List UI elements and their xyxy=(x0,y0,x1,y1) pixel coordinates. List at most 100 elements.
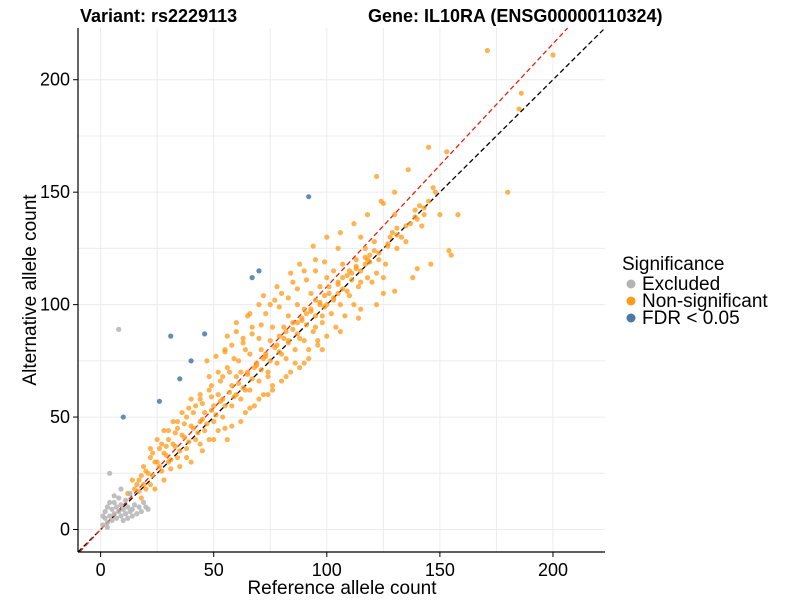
point-non-significant xyxy=(138,472,144,479)
point-non-significant xyxy=(412,207,418,213)
point-non-significant xyxy=(235,358,242,364)
point-non-significant xyxy=(143,486,149,492)
point-non-significant xyxy=(226,389,233,395)
point-non-significant xyxy=(260,293,267,299)
point-non-significant xyxy=(272,297,278,303)
point-non-significant xyxy=(168,466,174,472)
point-non-significant xyxy=(312,313,319,319)
point-non-significant xyxy=(353,257,359,263)
point-non-significant xyxy=(299,317,305,323)
point-non-significant xyxy=(340,261,346,267)
point-non-significant xyxy=(145,470,151,476)
point-non-significant xyxy=(367,259,373,265)
point-non-significant xyxy=(373,270,380,276)
point-non-significant xyxy=(233,329,239,335)
x-tick-label: 150 xyxy=(425,560,455,580)
point-non-significant xyxy=(258,367,264,373)
point-non-significant xyxy=(285,313,291,319)
point-non-significant xyxy=(183,445,190,452)
legend: Significance Excluded Non-significant FD… xyxy=(622,254,768,329)
point-non-significant xyxy=(154,436,160,443)
point-non-significant xyxy=(136,488,142,494)
point-non-significant xyxy=(425,144,432,150)
point-excluded xyxy=(111,511,117,517)
point-non-significant xyxy=(364,212,371,218)
grid-layer xyxy=(78,28,605,552)
point-non-significant xyxy=(183,454,190,461)
point-non-significant xyxy=(376,257,382,263)
point-non-significant xyxy=(310,329,316,335)
point-non-significant xyxy=(432,189,438,195)
point-excluded xyxy=(131,502,138,508)
point-non-significant xyxy=(272,344,278,350)
y-tick-label: 0 xyxy=(60,520,70,540)
point-non-significant xyxy=(317,299,323,305)
point-non-significant xyxy=(163,452,169,458)
point-non-significant xyxy=(249,331,255,337)
point-non-significant xyxy=(394,245,400,251)
y-tick-label: 100 xyxy=(40,295,70,315)
point-non-significant xyxy=(265,391,271,398)
point-fdr-0-05 xyxy=(306,194,312,200)
point-non-significant xyxy=(256,302,262,308)
x-tick-label: 200 xyxy=(538,560,568,580)
point-non-significant xyxy=(206,373,212,380)
point-non-significant xyxy=(163,443,169,449)
point-non-significant xyxy=(242,347,248,353)
point-non-significant xyxy=(281,335,287,341)
point-non-significant xyxy=(245,371,251,377)
point-non-significant xyxy=(326,290,332,296)
point-non-significant xyxy=(335,290,341,296)
point-non-significant xyxy=(315,338,321,344)
point-non-significant xyxy=(215,369,221,375)
point-non-significant xyxy=(177,463,183,470)
point-non-significant xyxy=(222,403,228,409)
point-excluded xyxy=(116,508,122,515)
point-non-significant xyxy=(342,313,348,319)
point-excluded xyxy=(100,522,106,528)
point-non-significant xyxy=(240,340,246,346)
point-non-significant xyxy=(140,481,147,488)
point-non-significant xyxy=(131,486,138,492)
point-excluded xyxy=(122,497,129,503)
point-non-significant xyxy=(333,324,339,330)
y-tick-label: 150 xyxy=(40,182,70,202)
point-non-significant xyxy=(213,353,219,359)
reference-line-1 xyxy=(79,27,569,553)
point-non-significant xyxy=(324,333,330,339)
point-non-significant xyxy=(324,234,330,240)
data-points xyxy=(100,47,556,530)
point-non-significant xyxy=(294,331,300,337)
point-non-significant xyxy=(170,418,176,425)
point-non-significant xyxy=(398,234,405,240)
point-non-significant xyxy=(229,423,235,429)
point-non-significant xyxy=(392,288,398,294)
point-non-significant xyxy=(226,369,233,375)
point-non-significant xyxy=(179,409,185,416)
point-non-significant xyxy=(202,427,208,434)
point-non-significant xyxy=(274,284,280,290)
point-non-significant xyxy=(283,373,289,380)
point-non-significant xyxy=(140,463,147,470)
point-non-significant xyxy=(349,277,355,283)
point-non-significant xyxy=(315,342,321,348)
point-non-significant xyxy=(186,439,192,445)
point-excluded xyxy=(138,508,144,515)
point-non-significant xyxy=(269,382,276,389)
point-non-significant xyxy=(199,416,205,422)
point-non-significant xyxy=(419,223,425,229)
point-non-significant xyxy=(256,378,262,384)
point-non-significant xyxy=(190,425,196,431)
point-non-significant xyxy=(247,387,253,393)
point-excluded xyxy=(107,499,113,506)
point-non-significant xyxy=(410,275,416,281)
point-non-significant xyxy=(247,311,253,317)
point-non-significant xyxy=(215,391,221,398)
point-non-significant xyxy=(258,347,264,353)
point-non-significant xyxy=(263,353,269,359)
point-excluded xyxy=(111,499,117,506)
point-non-significant xyxy=(276,304,282,310)
point-non-significant xyxy=(193,436,199,443)
point-non-significant xyxy=(321,259,328,265)
point-non-significant xyxy=(319,347,325,353)
